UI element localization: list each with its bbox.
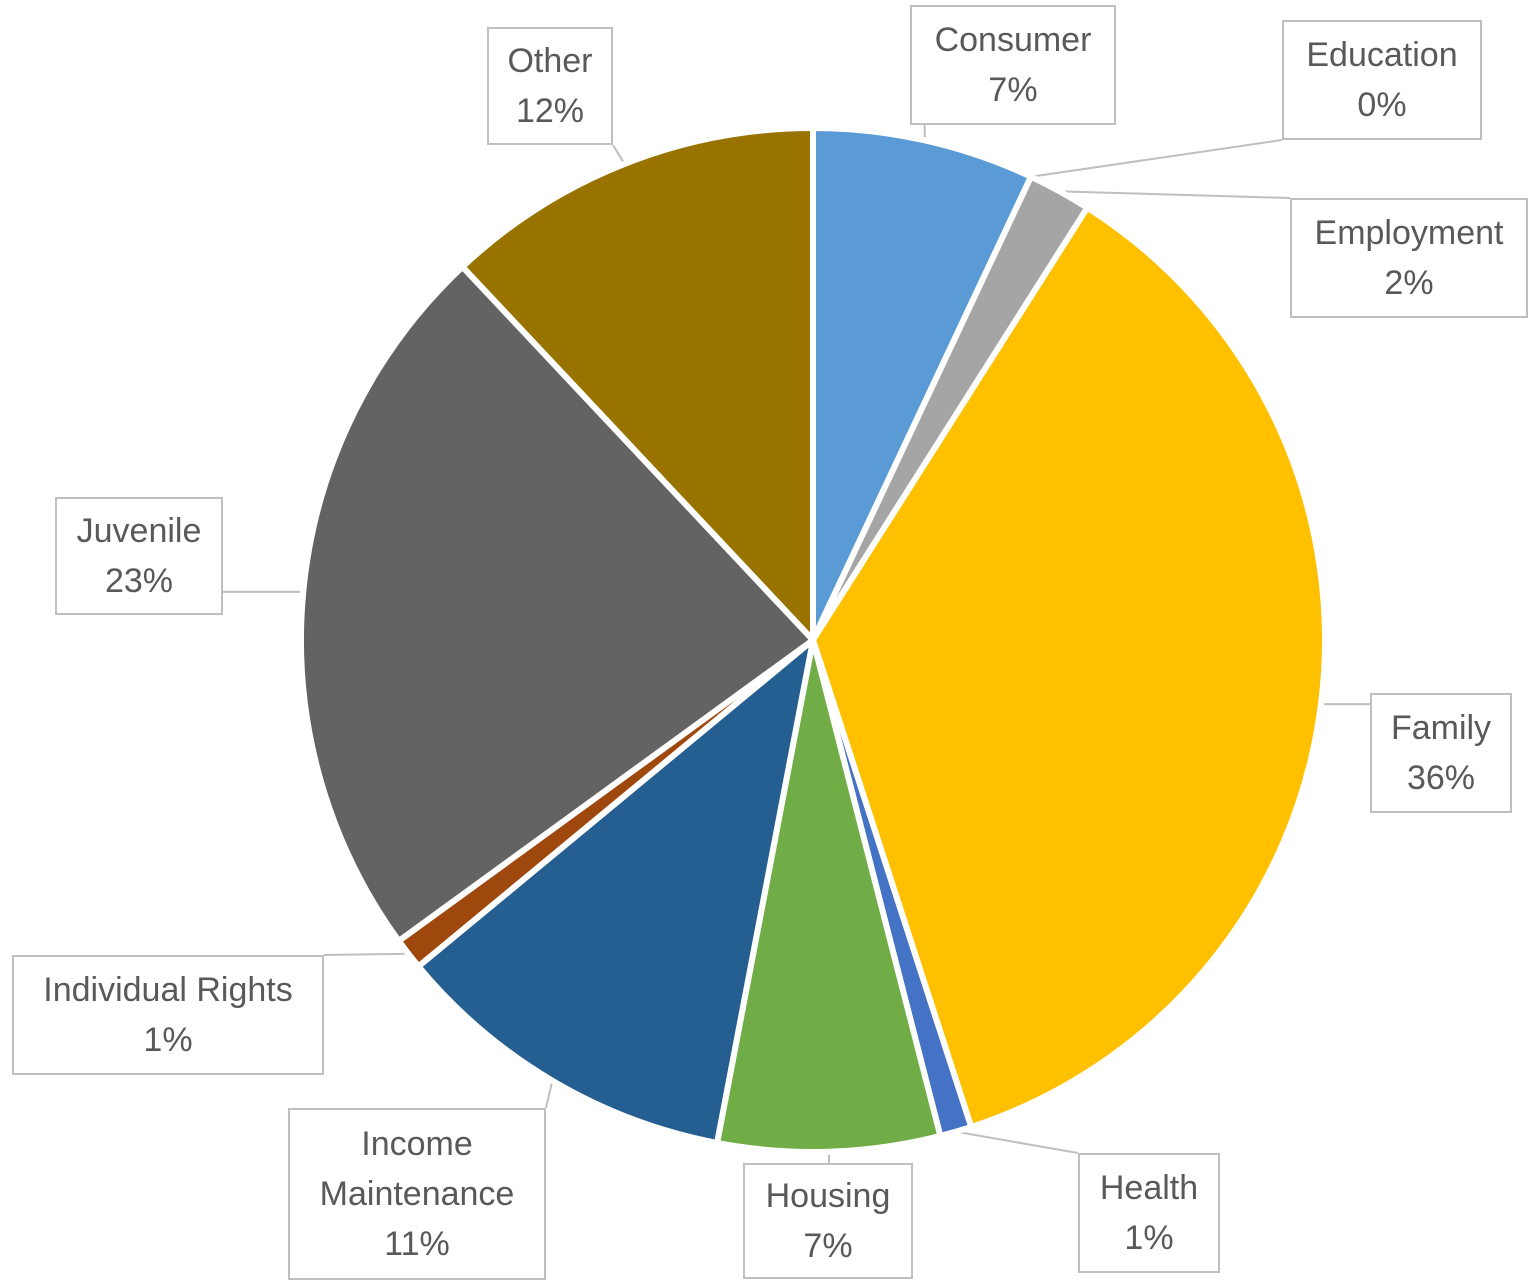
value-label: 1% xyxy=(143,1021,193,1059)
category-label: Juvenile xyxy=(76,512,202,550)
category-label: Family xyxy=(1390,709,1492,747)
category-label: Housing xyxy=(765,1177,891,1215)
value-label: 23% xyxy=(104,562,174,600)
value-label: 11% xyxy=(384,1225,450,1263)
slice xyxy=(714,637,944,1155)
data-label: Education 0% xyxy=(1282,20,1482,140)
slice xyxy=(459,125,816,643)
value-label: 0% xyxy=(1357,86,1407,124)
category-label: Health xyxy=(1099,1169,1199,1207)
slice xyxy=(298,263,816,944)
data-label: Individual Rights 1% xyxy=(12,955,324,1075)
data-label: Employment 2% xyxy=(1290,198,1528,318)
data-label: Income Maintenance 11% xyxy=(288,1108,546,1280)
leader-line xyxy=(612,144,626,165)
leader-line xyxy=(955,1130,1079,1154)
data-label: Consumer 7% xyxy=(910,5,1116,125)
value-label: 1% xyxy=(1124,1219,1174,1257)
category-label: Income Maintenance xyxy=(319,1125,515,1213)
value-label: 2% xyxy=(1384,264,1434,302)
data-label: Family 36% xyxy=(1370,693,1512,813)
value-label: 12% xyxy=(515,92,585,130)
slices xyxy=(298,125,1328,1155)
data-label: Juvenile 23% xyxy=(55,497,223,615)
data-label: Other 12% xyxy=(487,27,613,145)
value-label: 7% xyxy=(988,71,1038,109)
leader-line xyxy=(1030,139,1283,178)
slice xyxy=(810,204,1328,1130)
data-label: Housing 7% xyxy=(743,1163,913,1279)
leader-line xyxy=(1059,190,1291,199)
slice xyxy=(415,637,816,1146)
category-label: Individual Rights xyxy=(43,971,293,1009)
category-label: Consumer xyxy=(934,21,1092,59)
data-label: Health 1% xyxy=(1078,1153,1220,1273)
category-label: Other xyxy=(507,42,593,80)
value-label: 7% xyxy=(803,1227,853,1265)
leader-line xyxy=(323,952,409,956)
leader-line xyxy=(545,1080,554,1109)
category-label: Employment xyxy=(1314,214,1504,252)
category-label: Education xyxy=(1306,36,1458,74)
slice xyxy=(810,125,1034,643)
value-label: 36% xyxy=(1406,759,1476,797)
